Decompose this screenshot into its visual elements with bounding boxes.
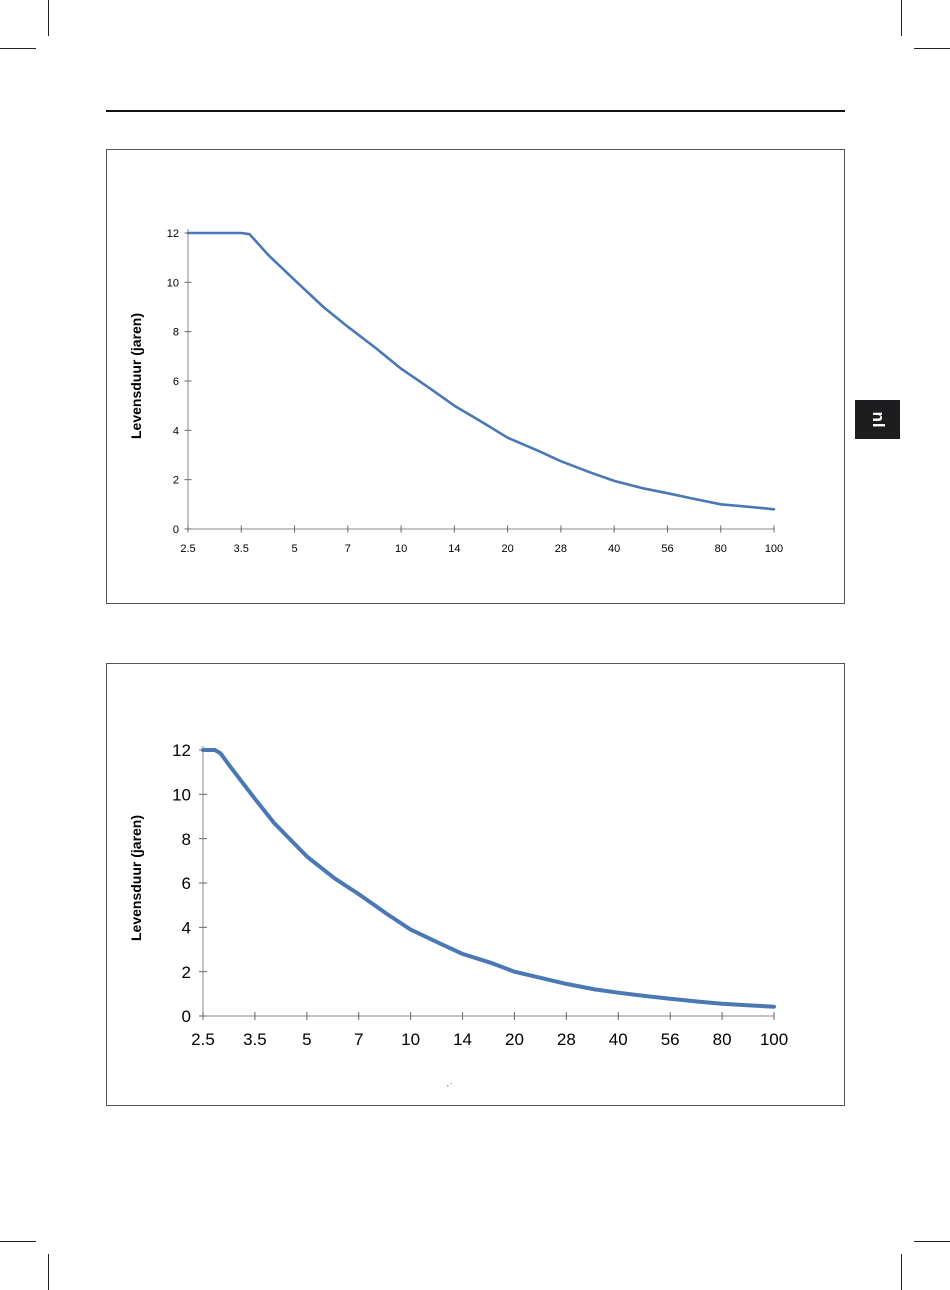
- x-tick-label: 7: [345, 543, 351, 555]
- x-tick-label: 40: [608, 543, 620, 555]
- series-line: [201, 748, 776, 1009]
- x-tick-label: 7: [354, 1030, 363, 1049]
- x-tick-label: 20: [505, 1030, 524, 1049]
- y-tick-label: 8: [173, 327, 179, 339]
- y-axis-label: Levensduur (jaren): [128, 815, 144, 941]
- x-tick-label: 100: [765, 543, 783, 555]
- chart-frame-2: 0 2 4 6 8 10 12 2.5 3.5 5 7 10 14 20 28 40 56 80 100 Levens…: [106, 663, 845, 1106]
- chart-frame-1: 0 2 4 6 8 10 12 2.5 3.5 5 7 10 14 20 28 40 56 80 100 Levens…: [106, 149, 845, 604]
- y-tick-label: 12: [167, 228, 179, 240]
- crop-mark: [914, 1241, 950, 1242]
- language-tab-label: nl: [868, 410, 888, 429]
- y-tick-label: 0: [182, 1007, 191, 1026]
- x-tick-label: 10: [401, 1030, 420, 1049]
- crop-mark: [901, 0, 902, 36]
- y-tick-label: 10: [172, 785, 191, 804]
- header-rule: [106, 110, 845, 112]
- y-tick-label: 4: [182, 918, 191, 937]
- x-tick-label: 14: [453, 1030, 472, 1049]
- chart-2: 0 2 4 6 8 10 12 2.5 3.5 5 7 10 14 20 28 40 56 80 100 Levens…: [128, 741, 788, 1049]
- plot-area: 0 2 4 6 8 10 12 2.5 3.5 5 7 10 14 20 28 40 56 80 100 Levens…: [128, 741, 788, 1049]
- x-tick-label: 2.5: [191, 1030, 215, 1049]
- x-tick-label: 28: [555, 543, 567, 555]
- y-tick-label: 6: [173, 376, 179, 388]
- plot-area: 0 2 4 6 8 10 12 2.5 3.5 5 7 10 14 20 28 40 56 80 100 Levens…: [128, 228, 783, 555]
- y-tick-label: 4: [173, 425, 179, 437]
- crop-mark: [0, 1241, 36, 1242]
- x-tick-label: 3.5: [234, 543, 249, 555]
- x-tick-label: 56: [661, 1030, 680, 1049]
- crop-mark: [48, 1254, 49, 1290]
- language-tab: nl: [855, 400, 900, 439]
- x-tick-label: 2.5: [180, 543, 195, 555]
- y-tick-label: 10: [167, 277, 179, 289]
- series-line: [186, 231, 776, 511]
- x-tick-label: 80: [715, 543, 727, 555]
- y-tick-label: 2: [182, 963, 191, 982]
- crop-mark: [0, 48, 36, 49]
- crop-mark: [48, 0, 49, 36]
- x-tick-label: 56: [661, 543, 673, 555]
- y-tick-label: 12: [172, 741, 191, 760]
- y-tick-label: 6: [182, 874, 191, 893]
- chart-1: 0 2 4 6 8 10 12 2.5 3.5 5 7 10 14 20 28 40 56 80 100 Levens…: [128, 228, 783, 555]
- stray-mark: ·ˑ: [446, 1080, 453, 1092]
- x-tick-label: 28: [557, 1030, 576, 1049]
- x-tick-label: 10: [395, 543, 407, 555]
- y-tick-label: 8: [182, 830, 191, 849]
- y-axis-label: Levensduur (jaren): [128, 313, 144, 439]
- y-tick-label: 0: [173, 524, 179, 536]
- x-tick-label: 5: [291, 543, 297, 555]
- x-tick-label: 40: [609, 1030, 628, 1049]
- x-tick-label: 80: [713, 1030, 732, 1049]
- x-tick-label: 3.5: [243, 1030, 267, 1049]
- x-tick-label: 5: [302, 1030, 311, 1049]
- crop-mark: [901, 1254, 902, 1290]
- x-tick-label: 14: [448, 543, 460, 555]
- x-tick-label: 20: [502, 543, 514, 555]
- x-tick-label: 100: [760, 1030, 788, 1049]
- crop-mark: [914, 48, 950, 49]
- y-tick-label: 2: [173, 475, 179, 487]
